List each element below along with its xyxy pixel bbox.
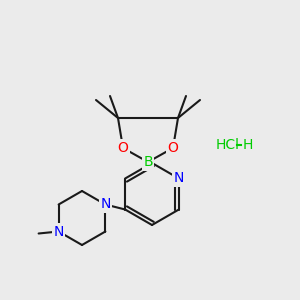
Text: N: N	[53, 224, 64, 239]
Text: HCl: HCl	[216, 138, 240, 152]
Text: H: H	[243, 138, 253, 152]
Text: O: O	[118, 141, 128, 155]
Text: N: N	[100, 197, 111, 212]
Text: O: O	[168, 141, 178, 155]
Text: N: N	[174, 172, 184, 185]
Text: B: B	[143, 155, 153, 169]
